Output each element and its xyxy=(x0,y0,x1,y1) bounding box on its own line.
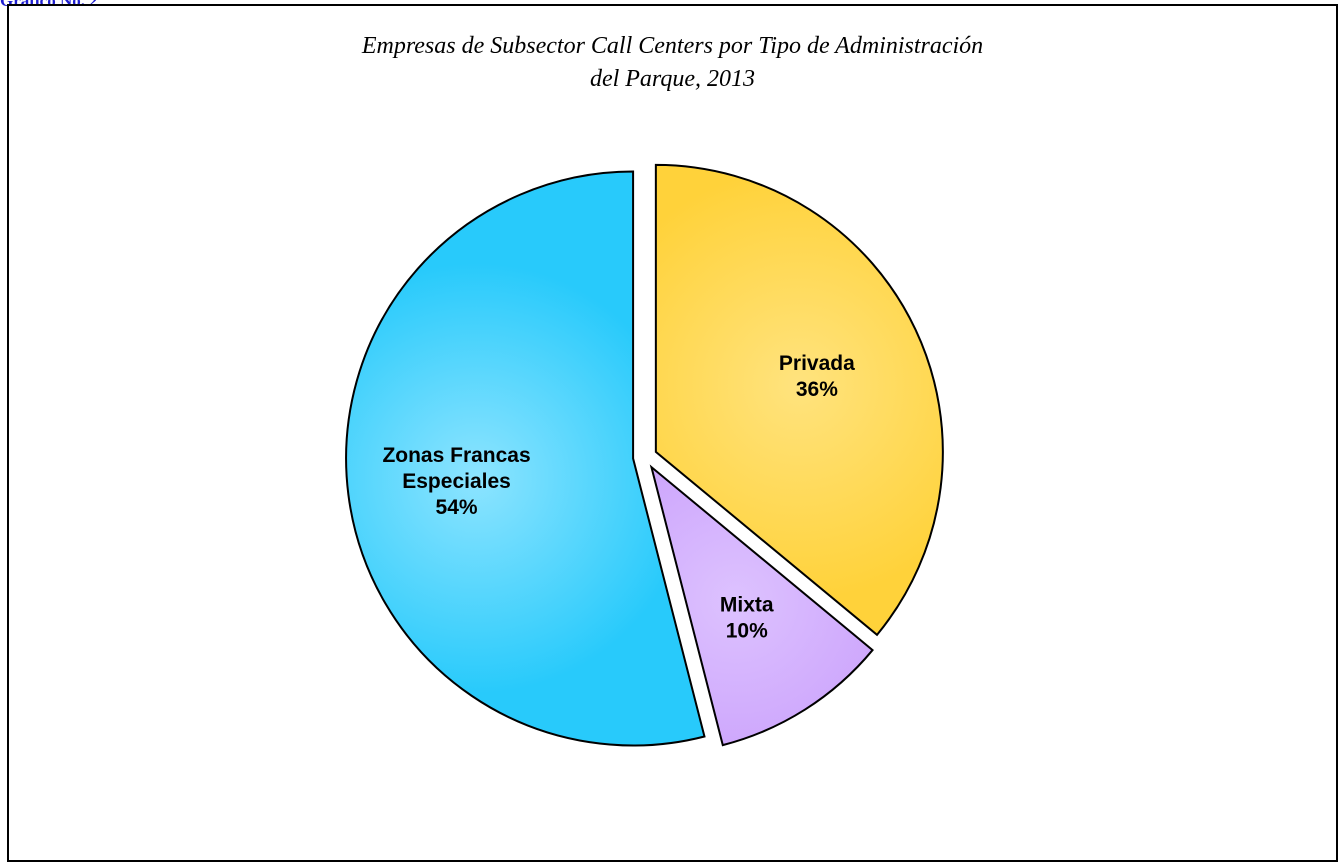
slice-category-label: Zonas Francas xyxy=(382,444,530,467)
slice-label-1: Privada 36% xyxy=(779,352,855,401)
slice-value-label: 10% xyxy=(726,619,768,642)
chart-frame: Empresas de Subsector Call Centers por T… xyxy=(7,4,1338,862)
slice-label-3: Zonas Francas Especiales 54% xyxy=(382,444,530,519)
slice-label-2: Mixta 10% xyxy=(720,593,774,642)
pie-labels: Privada 36% Mixta 10% Zonas Francas Especiale… xyxy=(382,352,855,642)
pie-slice-1 xyxy=(654,163,944,637)
slice-value-label: 54% xyxy=(436,496,478,519)
pie-slice-3 xyxy=(345,170,706,747)
slice-category-label: Mixta xyxy=(720,593,774,616)
slice-category-label: Especiales xyxy=(402,470,511,493)
slice-value-label: 36% xyxy=(796,378,838,401)
chart-title-line-2: del Parque, 2013 xyxy=(589,66,756,92)
chart-title-line-1: Empresas de Subsector Call Centers por T… xyxy=(361,33,984,59)
pie-chart: Privada 36% Mixta 10% Zonas Francas Especiale… xyxy=(345,163,944,747)
chart-title: Empresas de Subsector Call Centers por T… xyxy=(9,30,1336,96)
slice-category-label: Privada xyxy=(779,352,855,375)
pie-slice-2 xyxy=(649,464,874,747)
pie-slices xyxy=(345,163,944,747)
